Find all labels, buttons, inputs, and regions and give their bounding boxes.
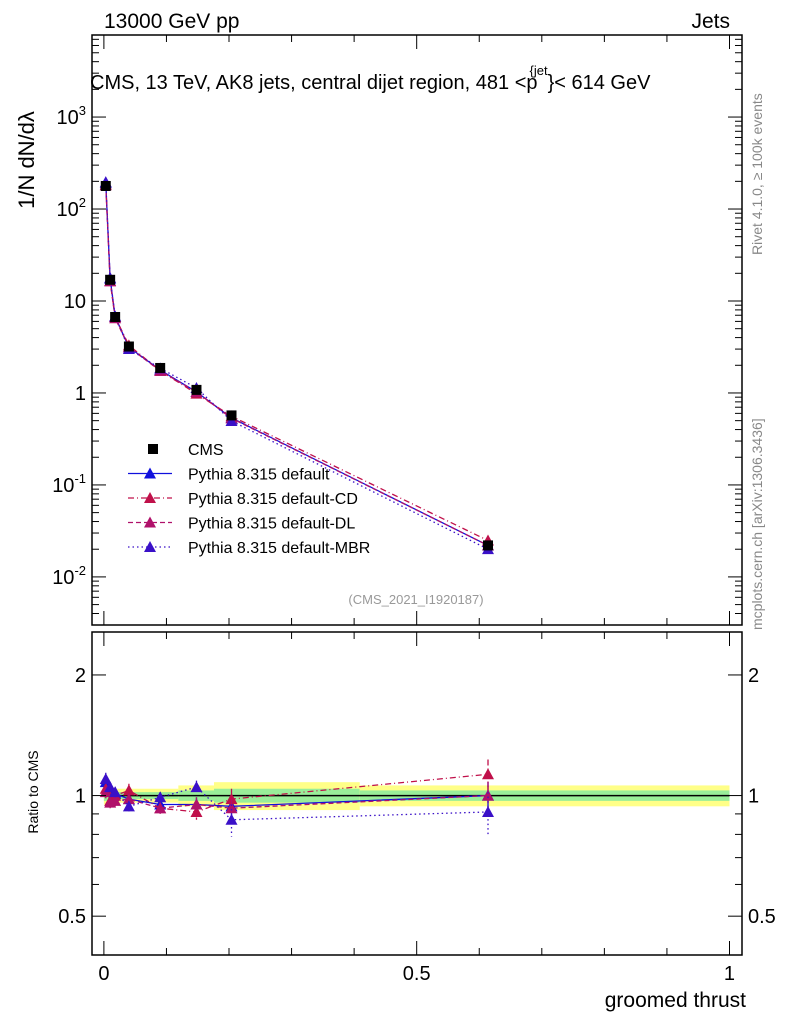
series-marker-ratio — [225, 813, 238, 825]
x-tick-label: 0 — [98, 963, 109, 985]
plot-title: CMS, 13 TeV, AK8 jets, central dijet reg… — [90, 63, 651, 94]
y-tick-label: 102 — [57, 195, 86, 221]
cms-data-point — [155, 362, 166, 373]
series-marker-ratio — [190, 781, 203, 793]
y-tick-label: 103 — [57, 103, 86, 129]
legend-label: Pythia 8.315 default — [188, 467, 330, 484]
series-marker-ratio — [482, 805, 495, 817]
series-marker-ratio — [225, 793, 238, 805]
side-label-top: Rivet 4.1.0, ≥ 100k events — [749, 93, 765, 255]
series-marker-ratio — [190, 805, 203, 817]
side-label-bottom: mcplots.cern.ch [arXiv:1306.3436] — [749, 418, 765, 630]
series-line-main — [105, 184, 489, 542]
y-tick-label: 1 — [75, 786, 86, 808]
series-marker-ratio — [122, 793, 135, 805]
y-tick-label: 10-1 — [52, 471, 86, 497]
y-tick-label: 1 — [75, 383, 86, 405]
title-end: }< 614 GeV — [548, 72, 652, 94]
legend-marker — [144, 516, 156, 528]
series-marker-ratio — [99, 772, 112, 784]
series-marker-ratio — [109, 786, 122, 798]
cms-data-point — [100, 180, 111, 191]
y-tick-label: 2 — [75, 665, 86, 687]
series-line-main — [105, 185, 489, 546]
y-axis-label-main: 1/N dN/dλ — [14, 111, 39, 209]
series-marker-ratio — [122, 800, 135, 812]
cms-data-point — [110, 311, 121, 322]
series-marker-ratio — [154, 802, 167, 814]
legend-marker — [144, 541, 156, 552]
header-left: 13000 GeV pp — [104, 10, 239, 33]
series-line-main — [105, 182, 489, 550]
series-marker-ratio — [109, 794, 122, 806]
ratio-panel: 0 0.5 1 0.5 0.5 1 1 2 2 — [58, 631, 776, 985]
cms-data-point — [105, 274, 116, 285]
main-panel: 10-2 10-1 1 10 102 103 — [52, 34, 743, 626]
series-marker-ratio — [190, 798, 203, 810]
legend-marker-cms — [148, 444, 158, 454]
header-right: Jets — [691, 10, 730, 33]
cms-data-point — [123, 341, 134, 352]
analysis-id: (CMS_2021_I1920187) — [348, 592, 483, 607]
legend-label: Pythia 8.315 default-DL — [188, 516, 355, 533]
y-tick-label: 10 — [64, 291, 86, 313]
y-tick-label: 2 — [748, 665, 759, 687]
title-sup: {jet — [530, 63, 548, 78]
x-tick-label: 1 — [724, 963, 735, 985]
y-axis-label-ratio: Ratio to CMS — [25, 750, 41, 833]
y-tick-label: 0.5 — [58, 906, 86, 928]
series-marker-ratio — [122, 784, 135, 796]
legend-label: CMS — [188, 442, 224, 459]
y-tick-label: 1 — [748, 786, 759, 808]
cms-data-point — [483, 540, 494, 551]
series-marker-main — [225, 414, 238, 426]
legend: CMS Pythia 8.315 default Pythia 8.315 defa… — [128, 442, 370, 557]
cms-data-point — [226, 410, 237, 421]
panel-frame — [91, 34, 743, 626]
series-marker-ratio — [225, 802, 238, 814]
legend-label: Pythia 8.315 default-CD — [188, 491, 358, 508]
y-tick-label: 0.5 — [748, 906, 776, 928]
legend-marker — [144, 467, 156, 479]
series-marker-ratio — [154, 791, 167, 803]
legend-label: Pythia 8.315 default-MBR — [188, 540, 370, 557]
series-marker-ratio — [482, 768, 495, 780]
x-tick-label: 0.5 — [403, 963, 431, 985]
legend-marker — [144, 492, 156, 503]
series-marker-ratio — [482, 789, 495, 801]
x-axis-label: groomed thrust — [605, 989, 746, 1012]
cms-data-point — [191, 384, 202, 395]
y-tick-label: 10-2 — [52, 563, 86, 589]
series-marker-ratio — [104, 781, 117, 793]
